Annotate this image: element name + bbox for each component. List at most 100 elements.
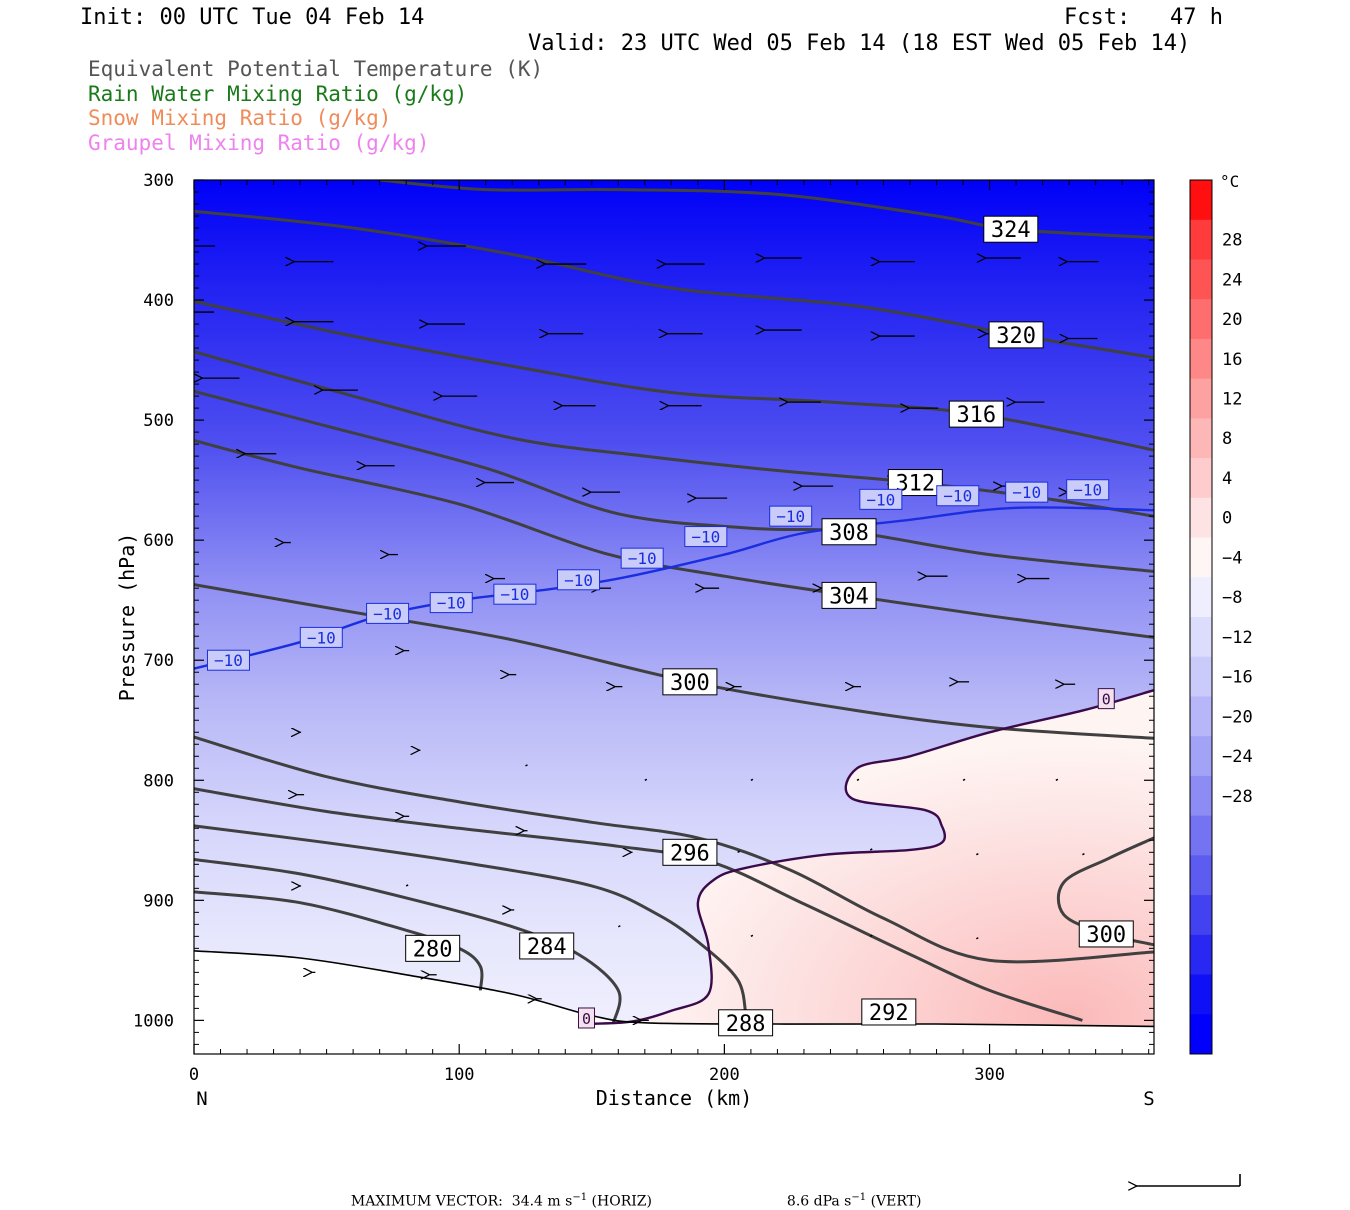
colorbar-tick-label: 24 xyxy=(1222,270,1242,290)
isotherm-minus10-label: −10 xyxy=(373,604,402,623)
reference-vector xyxy=(1136,1174,1241,1186)
isotherm-minus10-label-box xyxy=(620,547,664,569)
isotherm-zero-label: 0 xyxy=(582,1010,591,1028)
wind-vector xyxy=(975,853,979,856)
theta-e-label-box xyxy=(821,518,877,546)
wind-vector xyxy=(525,764,528,767)
colorbar-bin xyxy=(1190,1014,1212,1055)
wind-vector xyxy=(644,778,648,781)
below-ground-mask xyxy=(194,950,1154,1054)
colorbar-bin xyxy=(1190,418,1212,459)
isotherm-minus10-label-box xyxy=(429,592,473,614)
colorbar-bin xyxy=(1190,299,1212,340)
wind-vector xyxy=(737,850,740,853)
colorbar-bin xyxy=(1190,497,1212,539)
isotherm-minus10-label: −10 xyxy=(500,585,529,604)
zero-isotherm xyxy=(583,689,1154,1026)
colorbar-tick-label: −20 xyxy=(1222,707,1253,727)
isotherm-minus10-label: −10 xyxy=(866,490,895,509)
colorbar-bin xyxy=(1190,458,1212,499)
theta-e-label-box xyxy=(983,215,1039,243)
isotherm-minus10-label: −10 xyxy=(307,628,336,647)
max-horiz-value: 34.4 xyxy=(511,1193,543,1210)
colorbar-tick-label: −28 xyxy=(1222,787,1253,807)
isotherm-minus10-label: −10 xyxy=(214,651,243,670)
theta-e-label: 288 xyxy=(726,1012,766,1037)
isotherm-minus10-label-box xyxy=(1005,481,1049,503)
max-vert-value: 8.6 xyxy=(786,1193,810,1210)
legend-snow: Snow Mixing Ratio (g/kg) xyxy=(88,106,392,130)
wind-vector xyxy=(617,925,621,928)
theta-e-contour-288 xyxy=(194,824,748,1013)
x-axis-label: Distance (km) xyxy=(596,1086,753,1110)
max-horiz-unit: m s xyxy=(547,1193,573,1210)
theta-e-contour-284 xyxy=(194,858,622,1025)
colorbar-bin xyxy=(1190,577,1212,618)
wind-vector xyxy=(975,937,979,940)
colorbar-tick-label: −8 xyxy=(1222,588,1242,608)
wind-vector xyxy=(1082,853,1085,856)
max-vector-label: MAXIMUM VECTOR: 34.4 m s−1 (HORIZ) xyxy=(342,1176,652,1210)
colorbar-bin xyxy=(1190,974,1212,1015)
theta-e-label: 316 xyxy=(956,403,996,428)
legend-rain-water: Rain Water Mixing Ratio (g/kg) xyxy=(88,82,468,106)
theta-e-label: 300 xyxy=(1086,923,1126,948)
isotherm-minus10-label-box xyxy=(936,485,980,507)
max-vert-label: 8.6 dPa s−1 (VERT) xyxy=(778,1176,922,1210)
isotherm-minus10-label-box xyxy=(493,583,537,605)
colorbar-bin xyxy=(1190,895,1212,936)
isotherm-minus10-label: −10 xyxy=(776,507,805,526)
colorbar-bin xyxy=(1190,656,1212,697)
theta-e-label-box xyxy=(821,581,877,609)
colorbar-tick-label: 16 xyxy=(1222,350,1242,370)
y-tick-label: 300 xyxy=(143,171,174,191)
right-end-label: S xyxy=(1143,1088,1154,1110)
init-time: Init: 00 UTC Tue 04 Feb 14 xyxy=(80,5,425,30)
isotherm-minus10-label: −10 xyxy=(691,528,720,547)
y-tick-label: 700 xyxy=(143,651,174,671)
isotherm-minus10-label: −10 xyxy=(628,549,657,568)
theta-e-label-box xyxy=(988,321,1044,349)
wind-vector xyxy=(1055,778,1059,781)
colorbar-bin xyxy=(1190,180,1212,221)
colorbar-tick-label: 20 xyxy=(1222,310,1242,330)
theta-e-label-box xyxy=(662,838,718,866)
colorbar-tick-label: 4 xyxy=(1222,469,1232,489)
isotherm-minus10-label: −10 xyxy=(1012,483,1041,502)
legend-graupel: Graupel Mixing Ratio (g/kg) xyxy=(88,131,430,155)
isotherm-minus10-label-box xyxy=(557,569,601,591)
theta-e-label: 284 xyxy=(527,935,567,960)
theta-e-label: 308 xyxy=(829,521,869,546)
colorbar-tick-label: 28 xyxy=(1222,231,1242,251)
theta-e-label-box xyxy=(718,1009,774,1037)
theta-e-label-box xyxy=(405,934,461,962)
isotherm-minus10-label: −10 xyxy=(564,571,593,590)
x-tick-label: 300 xyxy=(974,1065,1005,1085)
max-horiz-tag: (HORIZ) xyxy=(591,1193,652,1210)
wind-vector xyxy=(869,934,873,938)
x-tick-label: 100 xyxy=(444,1065,475,1085)
colorbar-tick-label: −24 xyxy=(1222,747,1253,767)
colorbar-bin xyxy=(1190,696,1212,737)
isotherm-minus10-label-box xyxy=(366,602,410,624)
wind-vector xyxy=(750,934,754,938)
y-tick-label: 500 xyxy=(143,411,174,431)
isotherm-minus10-label: −10 xyxy=(437,594,466,613)
y-tick-label: 900 xyxy=(143,891,174,911)
colorbar-tick-label: −16 xyxy=(1222,668,1253,688)
colorbar-bin xyxy=(1190,855,1212,896)
colorbar-bin xyxy=(1190,537,1212,578)
y-tick-label: 800 xyxy=(143,771,174,791)
colorbar-tick-label: 0 xyxy=(1222,509,1232,529)
colorbar-tick-label: −12 xyxy=(1222,628,1253,648)
theta-e-label-box xyxy=(519,932,575,960)
theta-e-label: 296 xyxy=(670,841,710,866)
colorbar-bin xyxy=(1190,378,1212,419)
theta-e-contour-304 xyxy=(194,439,1154,639)
colorbar-bin xyxy=(1190,775,1212,817)
isotherm-minus10-label-box xyxy=(299,626,343,648)
isotherm-zero-label: 0 xyxy=(1102,691,1111,709)
y-tick-label: 400 xyxy=(143,291,174,311)
wind-vector xyxy=(869,848,873,851)
y-tick-label: 1000 xyxy=(133,1011,174,1031)
